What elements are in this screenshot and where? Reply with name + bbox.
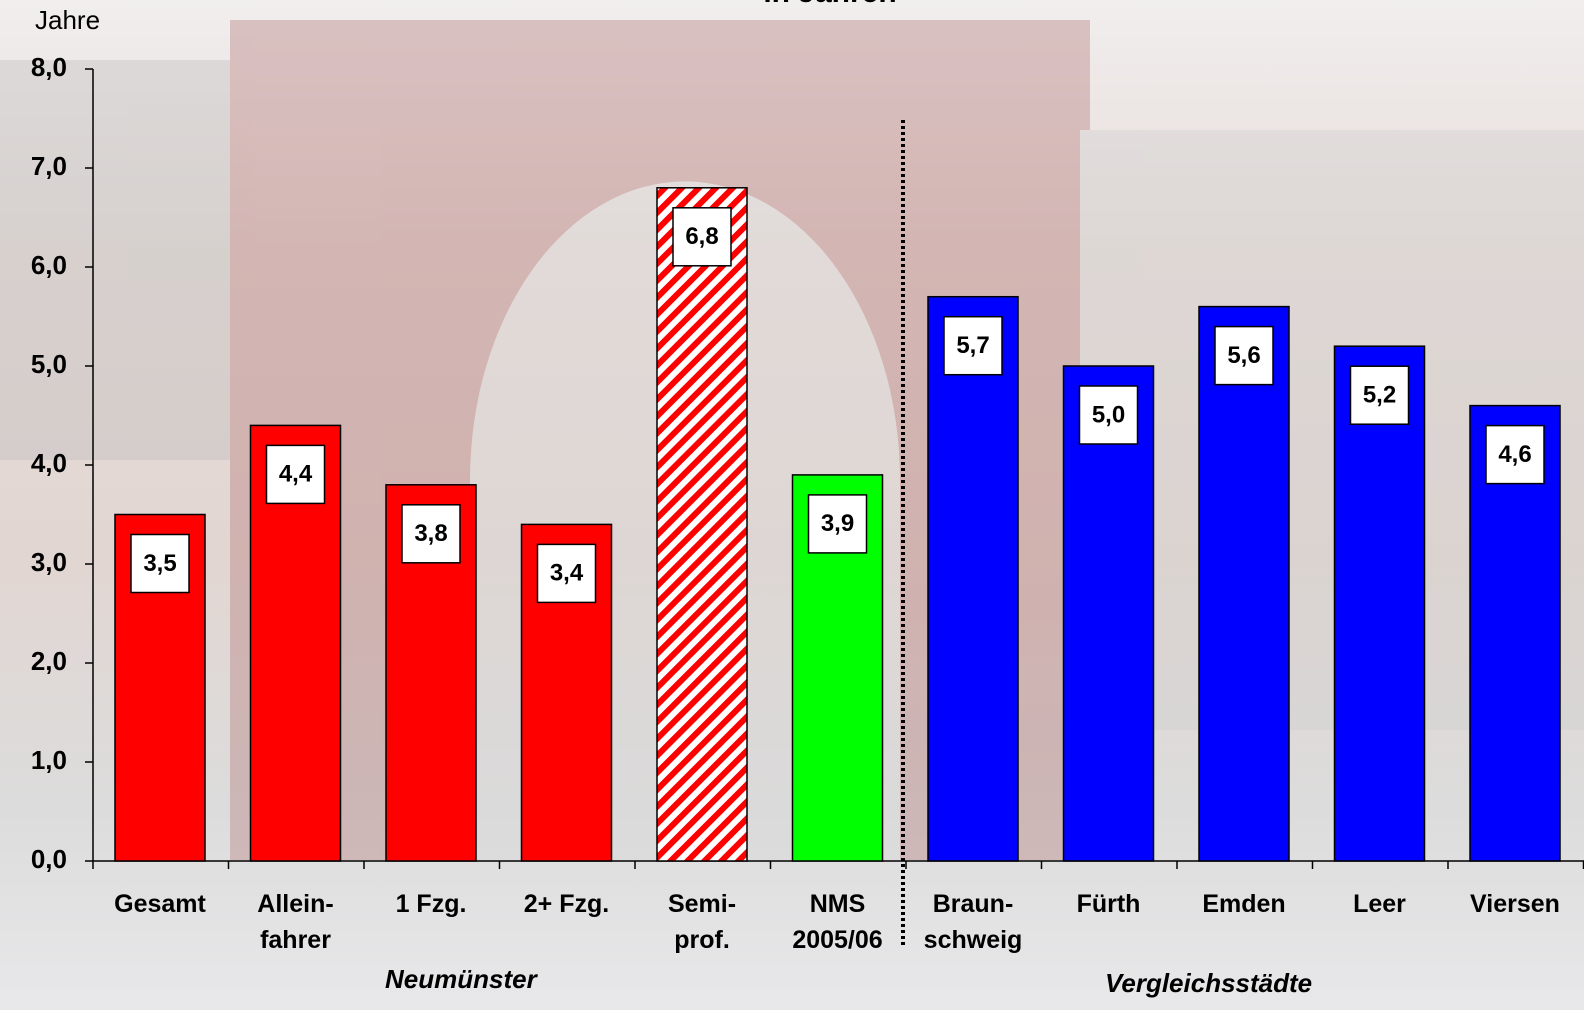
y-tick-label: 0,0 bbox=[31, 844, 67, 874]
value-label-box bbox=[1214, 325, 1274, 386]
y-tick-label: 2,0 bbox=[31, 646, 67, 676]
value-label: 4,6 bbox=[1498, 441, 1531, 468]
y-tick-label: 3,0 bbox=[31, 547, 67, 577]
value-label-box bbox=[1349, 365, 1410, 425]
y-axis-label: Jahre bbox=[35, 5, 100, 35]
x-tick-label: Viersen bbox=[1470, 890, 1560, 918]
x-tick-label: 1 Fzg. bbox=[395, 890, 467, 918]
y-tick-label: 8,0 bbox=[31, 52, 67, 82]
x-tick-label: Gesamt bbox=[114, 890, 206, 918]
x-tick-label: Leer bbox=[1353, 890, 1406, 918]
bar bbox=[1198, 305, 1290, 862]
value-label-box bbox=[1485, 424, 1545, 485]
bar bbox=[1062, 365, 1155, 862]
value-label-box bbox=[943, 315, 1003, 376]
value-label-box bbox=[130, 533, 190, 594]
y-tick-label: 6,0 bbox=[31, 250, 67, 280]
bar bbox=[656, 187, 748, 862]
x-tick-label: Braun- schweig bbox=[923, 890, 1023, 954]
bar bbox=[1333, 345, 1426, 862]
y-tick-label: 5,0 bbox=[31, 349, 67, 379]
x-tick-label: Fürth bbox=[1076, 890, 1141, 918]
x-tick-label: Semi- prof. bbox=[667, 890, 737, 954]
y-tick-label: 1,0 bbox=[31, 745, 67, 775]
value-label-box bbox=[807, 494, 868, 554]
chart-title: in Jahren bbox=[763, 0, 896, 9]
value-label: 5,7 bbox=[956, 332, 989, 359]
value-label: 3,4 bbox=[550, 560, 584, 587]
value-label-box bbox=[672, 207, 732, 267]
x-tick-label: Emden bbox=[1202, 890, 1286, 918]
bar bbox=[927, 295, 1019, 862]
value-label: 3,8 bbox=[414, 520, 447, 547]
value-label-box bbox=[536, 543, 597, 604]
value-label: 5,0 bbox=[1092, 401, 1125, 428]
value-label: 3,5 bbox=[143, 550, 176, 577]
group-label: Vergleichsstädte bbox=[1105, 968, 1313, 998]
value-label-box bbox=[265, 444, 326, 505]
group-label: Neumünster bbox=[385, 964, 537, 994]
value-label-box bbox=[1078, 385, 1139, 445]
value-label-box bbox=[401, 504, 461, 564]
x-tick-label: 2+ Fzg. bbox=[523, 890, 610, 918]
x-tick-label: Allein- fahrer bbox=[257, 890, 334, 954]
value-label: 4,4 bbox=[279, 461, 313, 488]
value-label: 3,9 bbox=[821, 510, 854, 537]
y-tick-label: 7,0 bbox=[31, 151, 67, 181]
value-label: 5,2 bbox=[1363, 382, 1396, 409]
y-tick-label: 4,0 bbox=[31, 448, 67, 478]
x-tick-label: NMS 2005/06 bbox=[792, 890, 883, 954]
value-label: 5,6 bbox=[1227, 342, 1260, 369]
value-label: 6,8 bbox=[685, 223, 718, 250]
